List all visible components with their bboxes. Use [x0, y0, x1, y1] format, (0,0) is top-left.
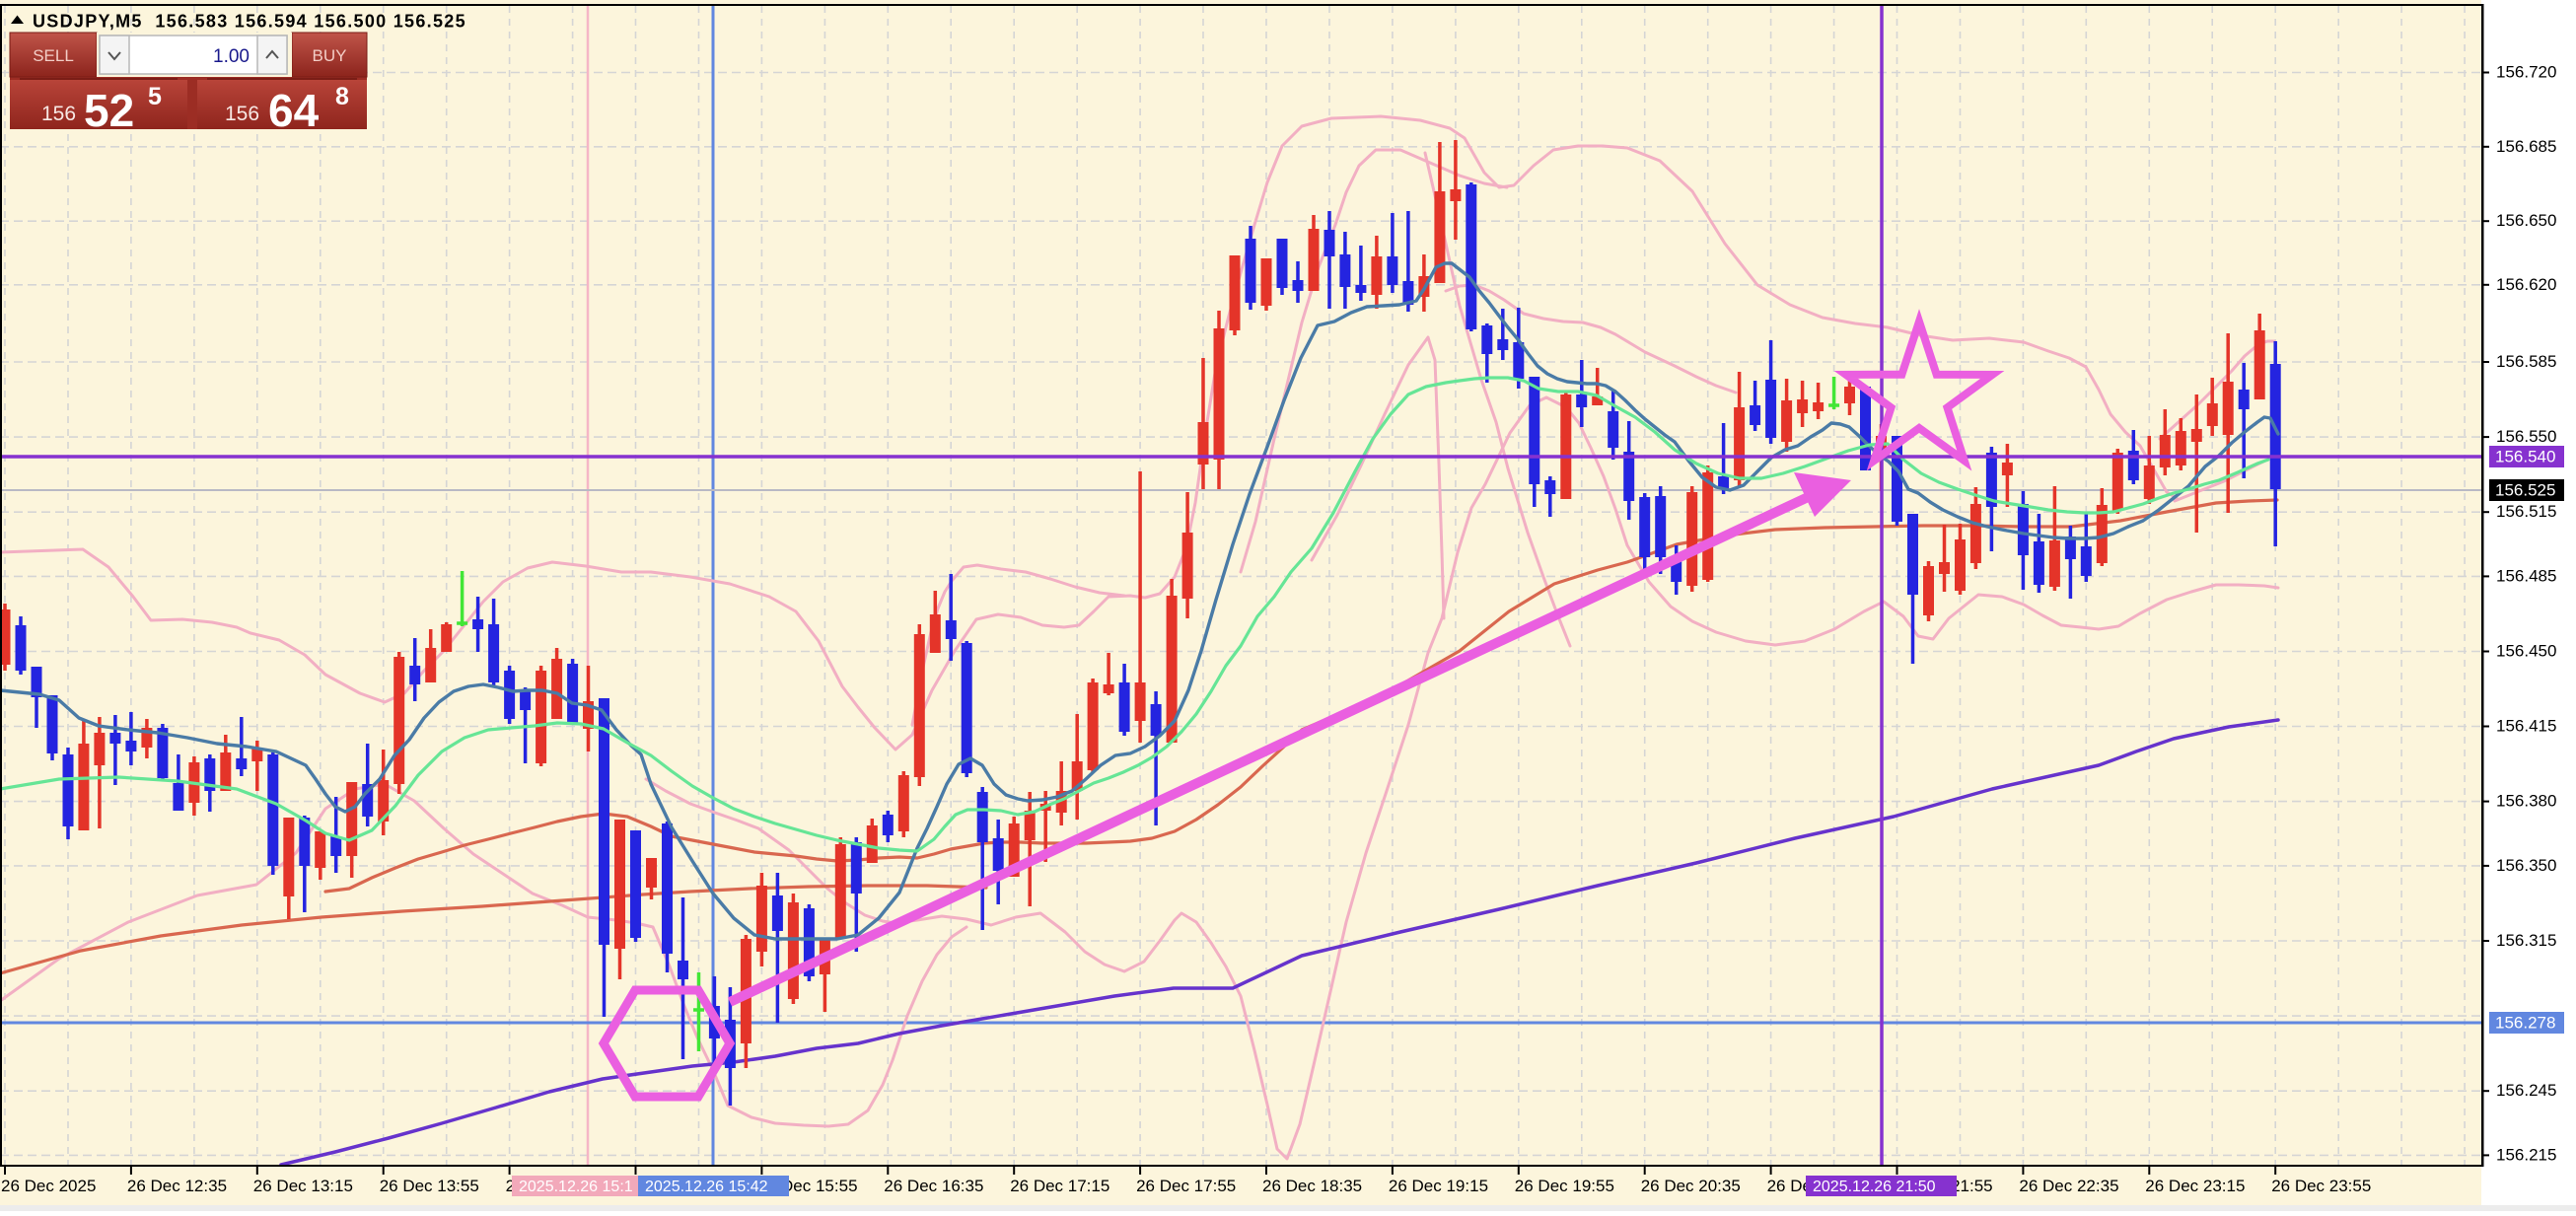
svg-text:8: 8: [335, 83, 349, 110]
svg-text:156.650: 156.650: [2496, 211, 2556, 230]
svg-text:26 Dec 17:15: 26 Dec 17:15: [1010, 1177, 1109, 1195]
svg-text:156.485: 156.485: [2496, 566, 2556, 585]
svg-text:156.550: 156.550: [2496, 427, 2556, 446]
svg-text:26 Dec 18:35: 26 Dec 18:35: [1262, 1177, 1362, 1195]
svg-text:26 Dec 22:35: 26 Dec 22:35: [2019, 1177, 2118, 1195]
svg-text:156.245: 156.245: [2496, 1081, 2556, 1100]
svg-text:26 Dec 2025: 26 Dec 2025: [1, 1177, 96, 1195]
svg-text:2025.12.26 15:42: 2025.12.26 15:42: [645, 1179, 768, 1195]
svg-text:156.380: 156.380: [2496, 792, 2556, 811]
svg-text:2025.12.26 15:1: 2025.12.26 15:1: [519, 1179, 633, 1195]
svg-text:156: 156: [225, 103, 259, 125]
svg-text:156.620: 156.620: [2496, 275, 2556, 294]
svg-text:USDJPY,M5 156.583 156.594 156: USDJPY,M5 156.583 156.594 156.500 156.52…: [33, 12, 466, 32]
svg-text:156.525: 156.525: [2495, 481, 2555, 500]
svg-text:52: 52: [84, 85, 134, 136]
svg-text:26 Dec 19:15: 26 Dec 19:15: [1389, 1177, 1488, 1195]
svg-text:156.415: 156.415: [2496, 717, 2556, 736]
svg-text:26 Dec 23:15: 26 Dec 23:15: [2145, 1177, 2245, 1195]
svg-text:156.720: 156.720: [2496, 63, 2556, 82]
svg-text:156.585: 156.585: [2496, 352, 2556, 371]
svg-text:26 Dec 17:55: 26 Dec 17:55: [1136, 1177, 1236, 1195]
svg-text:26 Dec 19:55: 26 Dec 19:55: [1515, 1177, 1614, 1195]
svg-text:26 Dec 20:35: 26 Dec 20:35: [1641, 1177, 1741, 1195]
svg-text:156.685: 156.685: [2496, 137, 2556, 156]
svg-text:64: 64: [268, 85, 320, 136]
svg-text:26 Dec 13:55: 26 Dec 13:55: [380, 1177, 479, 1195]
svg-text:26 Dec 23:55: 26 Dec 23:55: [2271, 1177, 2371, 1195]
svg-text:SELL: SELL: [33, 46, 74, 65]
svg-text:156.278: 156.278: [2495, 1014, 2555, 1033]
svg-text:26 Dec 13:15: 26 Dec 13:15: [253, 1177, 353, 1195]
svg-text:156.450: 156.450: [2496, 642, 2556, 661]
svg-text:156.215: 156.215: [2496, 1145, 2556, 1164]
svg-text:1.00: 1.00: [213, 46, 250, 67]
svg-text:5: 5: [148, 83, 162, 110]
svg-text:26 Dec 16:35: 26 Dec 16:35: [884, 1177, 983, 1195]
svg-text:2025.12.26 21:50: 2025.12.26 21:50: [1813, 1179, 1936, 1195]
svg-text:26 Dec 12:35: 26 Dec 12:35: [127, 1177, 227, 1195]
svg-text:BUY: BUY: [313, 46, 347, 65]
svg-text:156.315: 156.315: [2496, 931, 2556, 950]
svg-text:156.540: 156.540: [2495, 448, 2555, 466]
svg-text:156: 156: [41, 103, 76, 125]
svg-text:156.350: 156.350: [2496, 856, 2556, 875]
svg-text:156.515: 156.515: [2496, 502, 2556, 521]
